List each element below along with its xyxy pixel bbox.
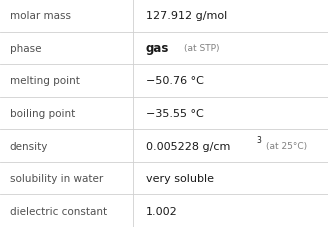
Text: −35.55 °C: −35.55 °C <box>146 109 204 118</box>
Text: melting point: melting point <box>10 76 80 86</box>
Text: −50.76 °C: −50.76 °C <box>146 76 204 86</box>
Text: 1.002: 1.002 <box>146 206 178 216</box>
Text: (at 25°C): (at 25°C) <box>266 141 307 151</box>
Text: very soluble: very soluble <box>146 173 214 183</box>
Text: 0.005228 g/cm: 0.005228 g/cm <box>146 141 230 151</box>
Text: gas: gas <box>146 42 169 55</box>
Text: density: density <box>10 141 48 151</box>
Text: dielectric constant: dielectric constant <box>10 206 107 216</box>
Text: phase: phase <box>10 44 41 54</box>
Text: (at STP): (at STP) <box>184 44 220 53</box>
Text: boiling point: boiling point <box>10 109 75 118</box>
Text: molar mass: molar mass <box>10 11 71 21</box>
Text: solubility in water: solubility in water <box>10 173 103 183</box>
Text: 3: 3 <box>256 135 261 144</box>
Text: 127.912 g/mol: 127.912 g/mol <box>146 11 227 21</box>
